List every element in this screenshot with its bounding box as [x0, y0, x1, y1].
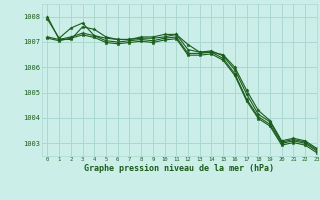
- X-axis label: Graphe pression niveau de la mer (hPa): Graphe pression niveau de la mer (hPa): [84, 164, 274, 173]
